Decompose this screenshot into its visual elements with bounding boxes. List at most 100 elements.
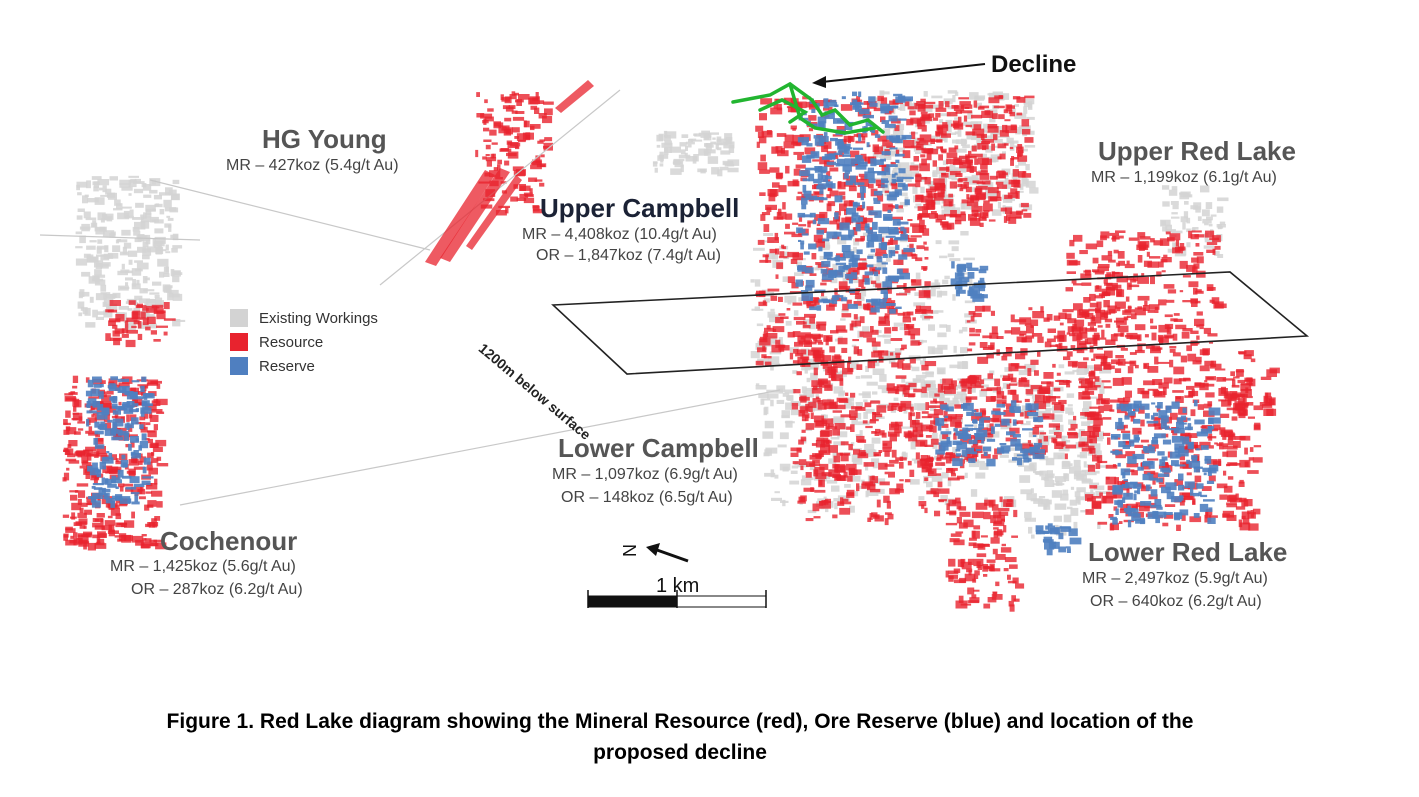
ore-speckle: [110, 376, 118, 381]
ore-speckle: [73, 532, 78, 538]
ore-speckle: [142, 248, 152, 256]
ore-speckle: [107, 303, 118, 310]
ore-speckle: [1013, 157, 1019, 160]
ore-speckle: [980, 134, 985, 141]
ore-speckle: [961, 104, 973, 109]
ore-speckle: [1068, 432, 1079, 439]
ore-speckle: [108, 320, 116, 326]
ore-speckle: [1092, 454, 1097, 462]
ore-speckle: [911, 131, 916, 139]
ore-speckle: [887, 405, 894, 411]
ore-speckle: [757, 131, 765, 138]
ore-speckle: [958, 329, 963, 334]
ore-speckle: [100, 292, 111, 295]
ore-speckle: [905, 407, 913, 410]
ore-speckle: [835, 163, 840, 167]
ore-speckle: [100, 284, 107, 292]
ore-speckle: [951, 105, 959, 109]
ore-speckle: [756, 290, 766, 298]
ore-speckle: [853, 238, 860, 246]
ore-speckle: [805, 366, 817, 370]
ore-speckle: [847, 303, 858, 309]
ore-speckle: [856, 205, 865, 210]
ore-speckle: [1097, 347, 1103, 350]
ore-speckle: [791, 465, 799, 469]
ore-speckle: [159, 192, 171, 196]
ore-speckle: [956, 475, 965, 480]
ore-speckle: [809, 273, 817, 276]
ore-speckle: [776, 399, 785, 404]
ore-speckle: [955, 448, 961, 452]
ore-speckle: [85, 430, 95, 434]
ore-speckle: [1012, 434, 1021, 438]
ore-speckle: [1020, 443, 1031, 450]
ore-speckle: [1016, 146, 1024, 154]
ore-speckle: [929, 186, 940, 191]
ore-speckle: [1078, 443, 1089, 448]
ore-speckle: [67, 453, 76, 458]
ore-speckle: [971, 114, 983, 119]
ore-speckle: [1117, 325, 1129, 333]
ore-speckle: [965, 131, 976, 136]
ore-speckle: [1230, 371, 1235, 376]
north-arrow: [646, 543, 689, 563]
ore-speckle: [872, 360, 880, 367]
ore-speckle: [94, 269, 102, 276]
ore-speckle: [1158, 382, 1169, 389]
ore-speckle: [1231, 384, 1240, 388]
ore-speckle: [1026, 493, 1037, 501]
ore-speckle: [501, 97, 510, 102]
ore-speckle: [860, 176, 868, 181]
ore-speckle: [978, 269, 987, 274]
ore-speckle: [1116, 324, 1121, 328]
ore-speckle: [1016, 96, 1026, 103]
ore-speckle: [118, 382, 130, 388]
ore-speckle: [1143, 380, 1155, 386]
legend-swatch-resource: [230, 333, 248, 351]
ore-speckle: [967, 376, 977, 383]
ore-speckle: [939, 119, 944, 124]
ore-speckle: [1078, 378, 1091, 381]
ore-speckle: [126, 329, 138, 334]
ore-speckle: [1126, 463, 1139, 468]
ore-speckle: [1051, 490, 1062, 498]
ore-speckle: [126, 414, 130, 422]
ore-speckle: [759, 169, 770, 174]
ore-speckle: [93, 451, 100, 457]
ore-speckle: [1159, 336, 1169, 343]
ore-speckle: [902, 317, 912, 323]
ore-speckle: [145, 326, 151, 331]
ore-speckle: [870, 307, 880, 313]
ore-speckle: [1143, 247, 1147, 250]
ore-speckle: [1172, 247, 1183, 254]
ore-speckle: [991, 143, 995, 151]
ore-speckle: [797, 137, 809, 143]
ore-speckle: [1262, 404, 1273, 408]
ore-speckle: [829, 401, 838, 409]
ore-speckle: [821, 273, 834, 281]
ore-speckle: [951, 261, 955, 269]
ore-speckle: [149, 414, 159, 422]
ore-speckle: [1030, 488, 1034, 494]
ore-speckle: [1193, 400, 1198, 407]
ore-speckle: [121, 334, 129, 338]
ore-speckle: [1001, 355, 1008, 361]
ore-speckle: [1252, 457, 1263, 463]
ore-speckle: [1097, 266, 1109, 272]
ore-speckle: [1058, 380, 1069, 385]
ore-speckle: [842, 501, 852, 505]
ore-speckle: [1169, 233, 1181, 241]
ore-speckle: [128, 175, 139, 178]
ore-speckle: [1055, 380, 1064, 382]
ore-speckle: [823, 251, 833, 257]
ore-speckle: [956, 391, 966, 395]
ore-speckle: [100, 518, 104, 523]
ore-speckle: [118, 306, 129, 310]
ore-speckle: [949, 214, 962, 218]
ore-speckle: [962, 144, 970, 149]
ore-speckle: [840, 234, 852, 241]
ore-speckle: [1019, 475, 1031, 483]
ore-speckle: [1026, 326, 1034, 334]
ore-speckle: [802, 178, 810, 182]
ore-speckle: [968, 542, 977, 547]
